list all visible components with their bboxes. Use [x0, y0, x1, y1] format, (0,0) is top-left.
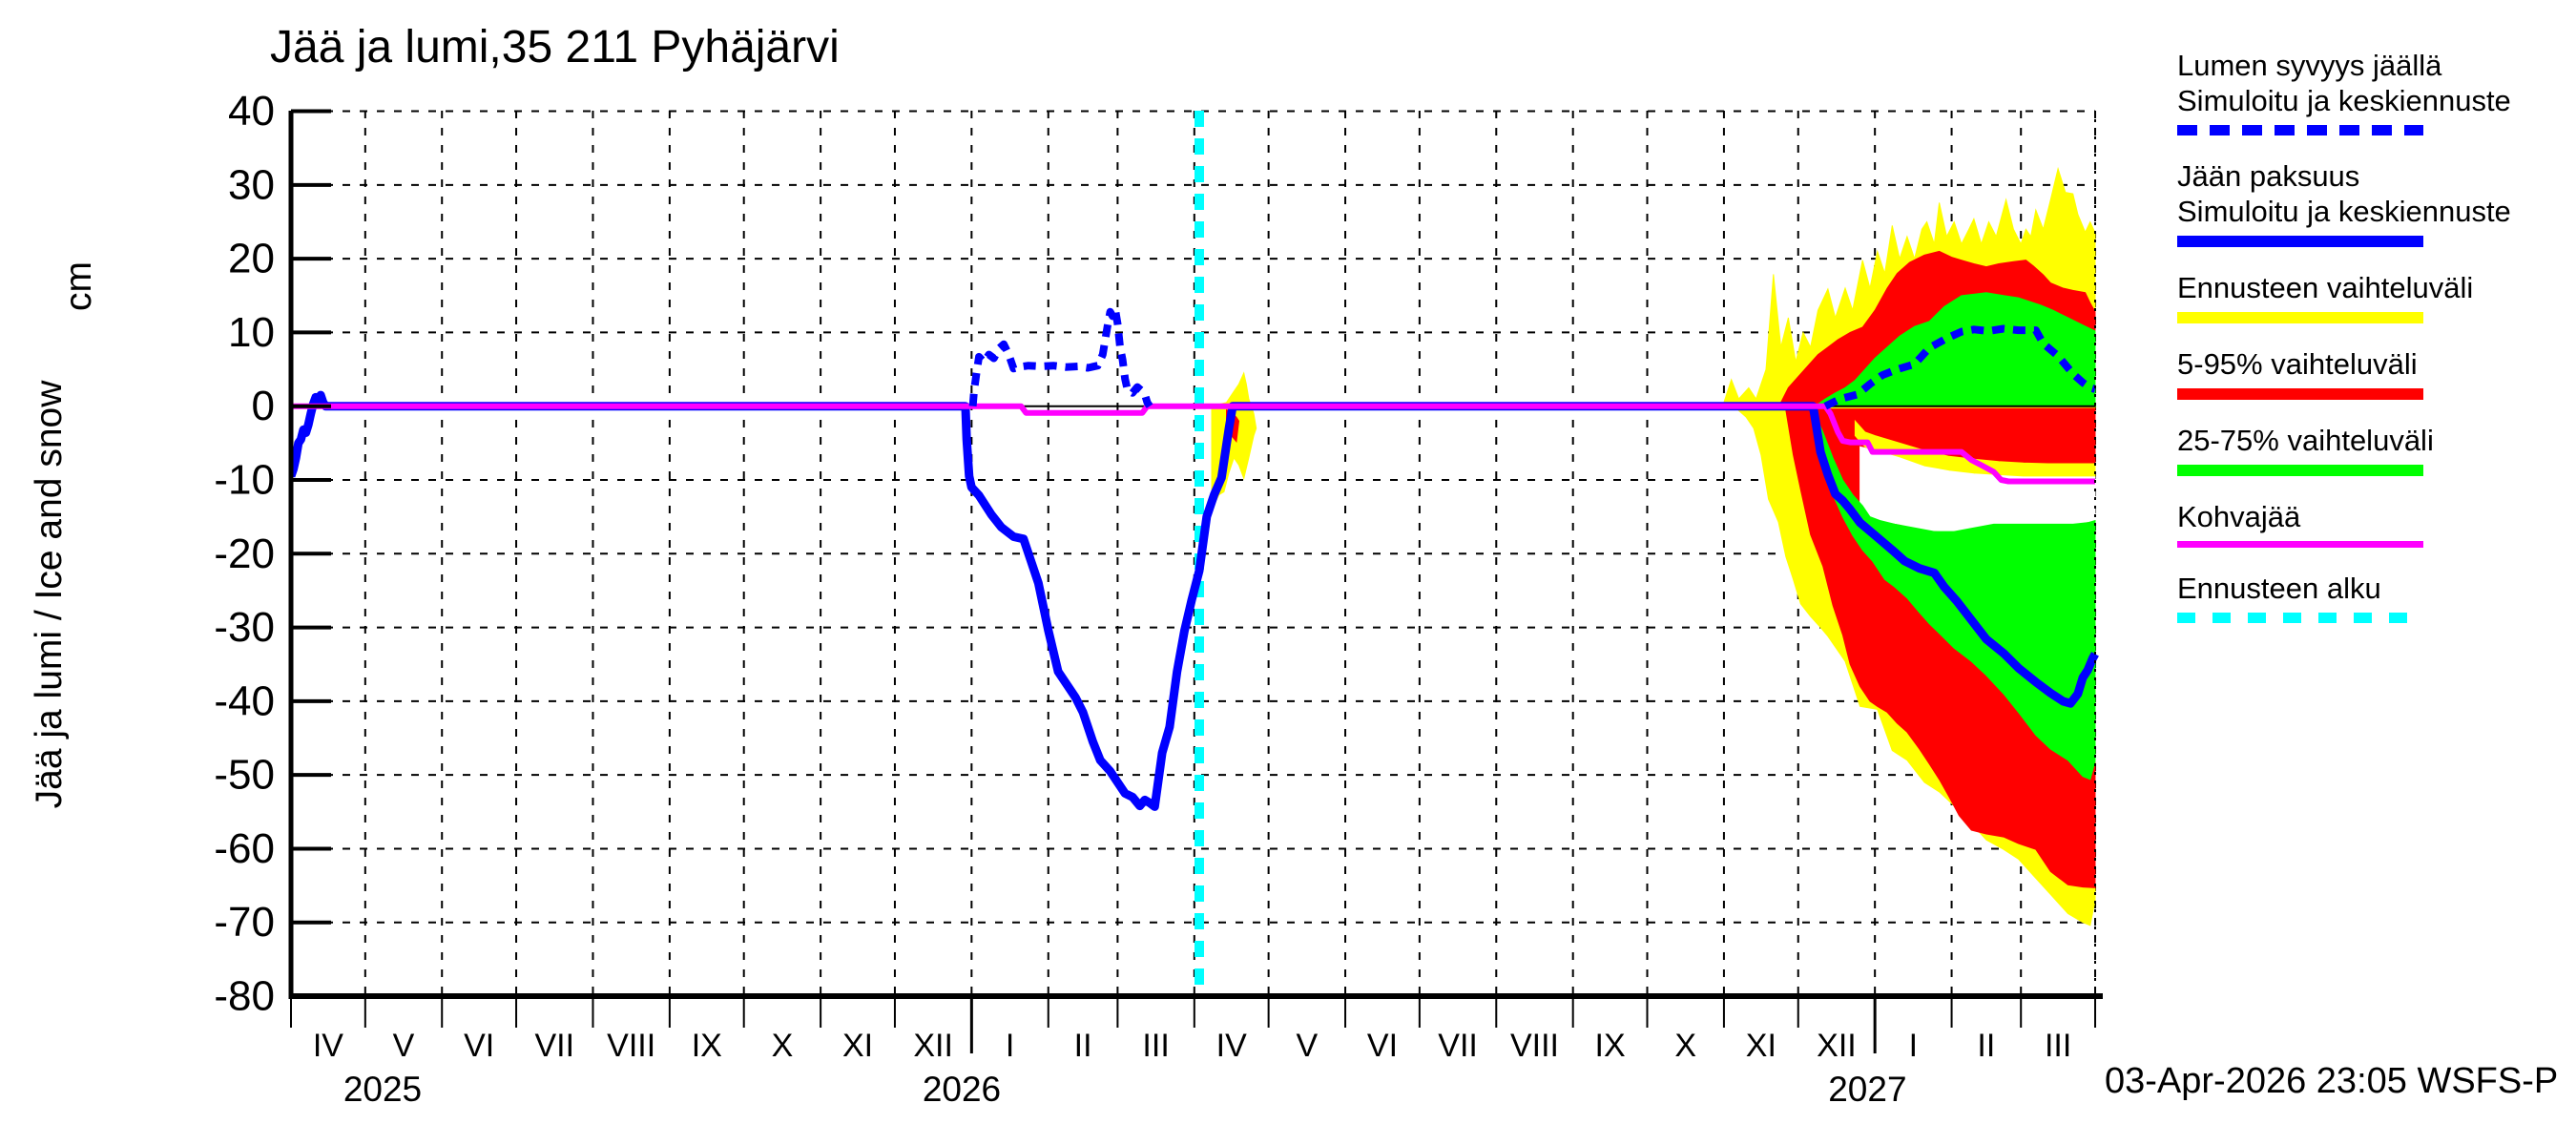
month-label: V — [393, 1028, 415, 1064]
legend-line-sample-ice-thickness — [2177, 236, 2423, 247]
legend-entry-range-5-95: 5-95% vaihteluväli — [2177, 346, 2576, 400]
data-series — [291, 304, 2099, 811]
month-label: VI — [464, 1028, 494, 1064]
y-tick-label: -70 — [214, 899, 275, 946]
legend: Lumen syvyys jäällä Simuloitu ja keskienn… — [2177, 48, 2576, 646]
month-label: I — [1006, 1028, 1014, 1064]
y-tick-label: -50 — [214, 752, 275, 799]
legend-label: Simuloitu ja keskiennuste — [2177, 195, 2511, 228]
forecast-bands — [1211, 166, 2096, 926]
month-label: X — [1674, 1028, 1696, 1064]
legend-label: Ennusteen vaihteluväli — [2177, 271, 2474, 304]
page-title: Jää ja lumi,35 211 Pyhäjärvi — [270, 22, 840, 73]
legend-entry-snow-depth: Lumen syvyys jäällä Simuloitu ja keskienn… — [2177, 48, 2576, 135]
month-label: II — [1074, 1028, 1092, 1064]
year-label: 2026 — [923, 1070, 1001, 1109]
month-label: I — [1909, 1028, 1918, 1064]
series-snow-depth-forecast — [1823, 324, 2097, 410]
y-tick-label: 40 — [228, 88, 275, 135]
month-label: VI — [1367, 1028, 1398, 1064]
month-label: VIII — [607, 1028, 655, 1064]
legend-line-sample-forecast-range — [2177, 312, 2423, 323]
series-ice-thickness — [291, 390, 2099, 811]
y-tick-label: -40 — [214, 677, 275, 724]
month-label: VII — [534, 1028, 574, 1064]
month-label: XI — [842, 1028, 873, 1064]
series-snow-depth-simulated — [968, 304, 1153, 408]
legend-line-sample-range-5-95 — [2177, 388, 2423, 400]
y-tick-label: -20 — [214, 531, 275, 577]
legend-line-sample-kohvajaa — [2177, 541, 2423, 548]
legend-line-sample-range-25-75 — [2177, 465, 2423, 476]
y-tick-label: -80 — [214, 973, 275, 1020]
month-label: VII — [1438, 1028, 1478, 1064]
month-label: IX — [692, 1028, 722, 1064]
month-label: XII — [1817, 1028, 1857, 1064]
y-tick-label: -60 — [214, 825, 275, 872]
y-tick-label: -10 — [214, 456, 275, 503]
legend-label: 25-75% vaihteluväli — [2177, 424, 2434, 457]
band-green-above — [1818, 292, 2096, 407]
month-label: IV — [313, 1028, 343, 1064]
series-kohvajaa — [291, 403, 2095, 485]
year-label: 2025 — [343, 1070, 422, 1109]
month-label: V — [1296, 1028, 1318, 1064]
legend-label: Kohvajää — [2177, 500, 2301, 533]
legend-label: Ennusteen alku — [2177, 572, 2381, 605]
month-label: IX — [1595, 1028, 1626, 1064]
y-tick-label: 30 — [228, 161, 275, 208]
legend-label: Jään paksuus — [2177, 159, 2360, 193]
month-label: IV — [1216, 1028, 1247, 1064]
legend-entry-forecast-start: Ennusteen alku — [2177, 571, 2576, 623]
month-label: III — [2045, 1028, 2071, 1064]
legend-entry-range-25-75: 25-75% vaihteluväli — [2177, 423, 2576, 476]
legend-label: Lumen syvyys jäällä — [2177, 49, 2442, 82]
y-tick-label: 20 — [228, 236, 275, 282]
legend-entry-ice-thickness: Jään paksuus Simuloitu ja keskiennuste — [2177, 158, 2576, 247]
month-label: III — [1142, 1028, 1169, 1064]
y-tick-label: 0 — [252, 383, 275, 429]
legend-entry-forecast-range: Ennusteen vaihteluväli — [2177, 270, 2576, 323]
y-tick-label: -30 — [214, 604, 275, 651]
legend-label: 5-95% vaihteluväli — [2177, 347, 2418, 381]
timestamp-label: 03-Apr-2026 23:05 WSFS-P — [2105, 1061, 2559, 1101]
month-label: XI — [1746, 1028, 1776, 1064]
legend-entry-kohvajaa: Kohvajää — [2177, 499, 2576, 548]
legend-line-sample-snow-depth — [2177, 125, 2423, 135]
legend-line-sample-forecast-start — [2177, 613, 2423, 623]
month-label: II — [1977, 1028, 1995, 1064]
legend-label: Simuloitu ja keskiennuste — [2177, 84, 2511, 117]
month-label: VIII — [1510, 1028, 1559, 1064]
month-label: XII — [913, 1028, 953, 1064]
year-label: 2027 — [1828, 1070, 1906, 1109]
y-tick-label: 10 — [228, 309, 275, 356]
month-label: X — [772, 1028, 794, 1064]
